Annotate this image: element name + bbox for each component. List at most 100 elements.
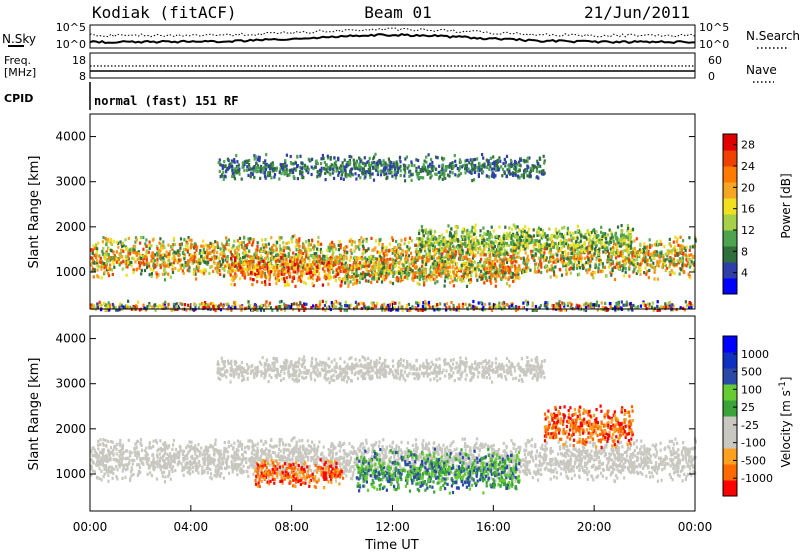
scatter-cell: [690, 253, 693, 257]
scatter-cell: [535, 262, 538, 266]
scatter-cell: [244, 262, 247, 266]
scatter-cell: [124, 255, 127, 259]
scatter-cell: [399, 173, 402, 178]
scatter-cell: [502, 274, 505, 278]
scatter-cell: [216, 267, 219, 271]
scatter-cell: [511, 272, 515, 276]
scatter-cell: [359, 176, 362, 180]
scatter-cell: [351, 267, 354, 271]
scatter-cell: [509, 248, 512, 252]
scatter-cell: [439, 242, 442, 246]
scatter-cell: [369, 274, 372, 278]
scatter-cell: [595, 258, 598, 262]
scatter-cell: [292, 162, 295, 166]
scatter-cell: [405, 155, 408, 159]
scatter-cell: [483, 281, 486, 285]
scatter-cell: [348, 239, 351, 243]
scatter-cell: [433, 270, 436, 274]
scatter-cell: [500, 165, 503, 169]
scatter-cell: [377, 272, 381, 277]
scatter-cell: [234, 256, 237, 260]
scatter-cell: [344, 274, 347, 278]
scatter-cell: [346, 250, 349, 254]
scatter-cell: [355, 161, 358, 165]
freq-panel: Freq. [MHz] 18 8 60 0 Nave: [4, 52, 777, 83]
scatter-cell: [525, 263, 528, 267]
scatter-cell: [550, 257, 553, 261]
scatter-cell: [190, 253, 193, 257]
scatter-cell: [553, 242, 556, 246]
scatter-cell: [295, 265, 298, 269]
scatter-cell: [480, 269, 483, 273]
scatter-cell: [316, 175, 319, 179]
scatter-cell: [492, 155, 495, 159]
scatter-cell: [512, 239, 515, 243]
scatter-cell: [252, 265, 255, 269]
scatter-cell: [462, 279, 465, 283]
scatter-cell: [289, 262, 292, 267]
scatter-cell: [389, 257, 392, 261]
scatter-cell: [124, 238, 127, 242]
scatter-cell: [337, 255, 340, 260]
scatter-cell: [403, 174, 406, 178]
scatter-cell: [353, 255, 357, 260]
scatter-cell: [492, 246, 495, 250]
scatter-cell: [446, 276, 450, 280]
scatter-cell: [622, 266, 625, 270]
scatter-cell: [178, 268, 181, 272]
scatter-cell: [278, 250, 281, 254]
scatter-cell: [675, 263, 678, 267]
scatter-cell: [344, 265, 347, 269]
scatter-cell: [462, 236, 465, 241]
scatter-cell: [163, 272, 166, 276]
scatter-cell: [299, 277, 302, 281]
scatter-cell: [619, 242, 622, 246]
scatter-cell: [364, 260, 368, 264]
scatter-cell: [197, 269, 200, 273]
scatter-cell: [358, 167, 361, 171]
scatter-cell: [607, 252, 611, 256]
scatter-cell: [250, 270, 253, 275]
scatter-cell: [125, 259, 128, 264]
scatter-cell: [380, 163, 383, 167]
scatter-cell: [516, 233, 519, 237]
scatter-cell: [502, 262, 505, 266]
scatter-cell: [487, 250, 490, 254]
scatter-cell: [136, 257, 139, 261]
scatter-cell: [159, 254, 162, 258]
scatter-cell: [396, 170, 399, 174]
scatter-cell: [322, 254, 325, 258]
scatter-cell: [139, 236, 143, 240]
scatter-cell: [203, 272, 206, 276]
scatter-cell: [633, 264, 636, 268]
scatter-cell: [118, 252, 121, 256]
scatter-cell: [451, 279, 454, 283]
scatter-cell: [647, 263, 650, 267]
scatter-cell: [496, 158, 499, 162]
scatter-cell: [531, 164, 534, 168]
scatter-cell: [159, 265, 162, 270]
scatter-cell: [452, 257, 455, 262]
scatter-cell: [194, 272, 197, 276]
scatter-cell: [481, 240, 484, 245]
scatter-cell: [461, 248, 464, 252]
scatter-cell: [567, 251, 570, 255]
scatter-cell: [689, 245, 692, 249]
scatter-cell: [358, 162, 361, 166]
scatter-cell: [332, 245, 335, 249]
scatter-cell: [549, 275, 552, 279]
scatter-cell: [291, 262, 294, 266]
scatter-cell: [476, 239, 479, 243]
scatter-cell: [662, 256, 665, 260]
scatter-cell: [644, 255, 647, 259]
scatter-cell: [355, 263, 358, 267]
scatter-cell: [573, 236, 576, 240]
scatter-cell: [513, 264, 517, 268]
scatter-cell: [283, 245, 286, 249]
scatter-cell: [267, 242, 270, 246]
scatter-cell: [538, 263, 541, 267]
scatter-cell: [469, 278, 472, 282]
scatter-cell: [426, 258, 430, 262]
scatter-cell: [328, 249, 331, 253]
scatter-cell: [360, 273, 363, 277]
